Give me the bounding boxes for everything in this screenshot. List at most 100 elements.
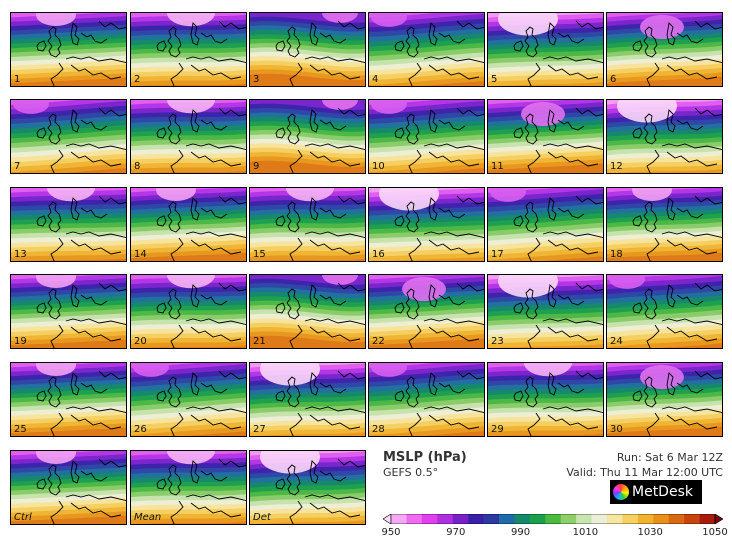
coastline-3 [185, 231, 246, 238]
coastline-6 [190, 414, 242, 430]
chart-title: MSLP (hPa) [383, 450, 467, 465]
panel-label: 26 [134, 424, 147, 435]
colorbar-segment [699, 514, 716, 524]
coastline-5 [80, 382, 108, 394]
panel-label: 10 [372, 161, 385, 172]
coastline-0 [524, 288, 539, 320]
colorbar-segment [391, 514, 407, 524]
coastline-1 [513, 215, 524, 227]
pressure-field [11, 275, 126, 348]
ensemble-panel: 19 [10, 274, 127, 349]
pressure-field [607, 188, 722, 261]
colorbar-tick-label: 970 [446, 527, 466, 538]
coastline-2 [190, 109, 200, 133]
coastline-3 [65, 231, 126, 238]
coastline-1 [513, 127, 524, 139]
coastline-1 [394, 390, 405, 402]
pressure-field [250, 275, 365, 348]
coastline-1 [156, 215, 167, 227]
coastline-7 [98, 282, 126, 292]
coastline-1 [36, 302, 47, 314]
coastline-2 [309, 22, 319, 46]
coastline-5 [676, 294, 704, 306]
coastline-6 [666, 64, 718, 80]
colorbar-segment [499, 514, 515, 524]
colorbar-segment [622, 514, 639, 524]
colorbar-segment [684, 514, 700, 524]
coastline-1 [36, 127, 47, 139]
panel-label: 6 [610, 74, 617, 85]
coastline-1 [632, 40, 643, 52]
pressure-field [369, 188, 484, 261]
coastline-6 [428, 151, 480, 167]
ensemble-panel: 4 [368, 12, 485, 87]
coastline-4 [170, 237, 184, 261]
coastline-5 [200, 382, 228, 394]
panel-label: 7 [14, 161, 21, 172]
coastline-6 [190, 239, 242, 255]
coastline-5 [319, 470, 347, 482]
coastline-6 [428, 239, 480, 255]
coastline-2 [547, 197, 557, 221]
colorbar-segment [668, 514, 685, 524]
coastline-0 [643, 288, 658, 320]
coastline-3 [185, 494, 246, 501]
coastline-0 [47, 288, 62, 320]
coastline-1 [275, 302, 286, 314]
coastline-3 [185, 56, 246, 63]
coastline-5 [438, 119, 466, 131]
coastline-7 [98, 458, 126, 468]
coastline-4 [527, 412, 541, 436]
coastline-5 [80, 119, 108, 131]
coastline-3 [661, 231, 722, 238]
coastline-6 [547, 64, 599, 80]
coastline-0 [405, 201, 420, 233]
coastline-0 [167, 26, 182, 58]
coastline-3 [185, 318, 246, 325]
coastline-2 [666, 109, 676, 133]
coastline-7 [218, 458, 246, 468]
coastline-0 [47, 464, 62, 496]
coastline-6 [70, 326, 122, 342]
coastline-7 [337, 195, 365, 205]
coastline-3 [65, 406, 126, 413]
coastline-2 [309, 372, 319, 396]
colorbar-segment [545, 514, 562, 524]
panel-label: 21 [253, 336, 266, 347]
coastline-4 [170, 324, 184, 348]
pressure-center [371, 100, 407, 114]
pressure-center [156, 188, 196, 201]
pressure-field [250, 188, 365, 261]
coastline-7 [694, 282, 722, 292]
coastline-3 [661, 318, 722, 325]
metdesk-logo: MetDesk [610, 480, 702, 504]
coastline-2 [190, 22, 200, 46]
coastline-7 [575, 370, 603, 380]
coastline-1 [394, 215, 405, 227]
coastline-2 [70, 372, 80, 396]
coastline-7 [456, 20, 484, 30]
ensemble-panel: 23 [487, 274, 604, 349]
coastline-6 [70, 64, 122, 80]
coastline-4 [289, 62, 303, 86]
coastline-0 [405, 26, 420, 58]
coastline-1 [394, 302, 405, 314]
colorbar-tick-label: 1010 [572, 527, 599, 538]
coastline-4 [408, 237, 422, 261]
panel-label: 30 [610, 424, 623, 435]
coastline-2 [428, 22, 438, 46]
ensemble-panel: 7 [10, 99, 127, 174]
coastline-4 [289, 149, 303, 173]
coastline-7 [98, 107, 126, 117]
ensemble-panel: 9 [249, 99, 366, 174]
coastline-4 [646, 237, 660, 261]
coastline-6 [547, 151, 599, 167]
coastline-3 [185, 143, 246, 150]
coastline-2 [428, 284, 438, 308]
coastline-4 [170, 500, 184, 524]
coastline-3 [661, 143, 722, 150]
coastline-7 [456, 195, 484, 205]
coastline-0 [286, 201, 301, 233]
colorbar-segment [483, 514, 500, 524]
ensemble-panel: 11 [487, 99, 604, 174]
